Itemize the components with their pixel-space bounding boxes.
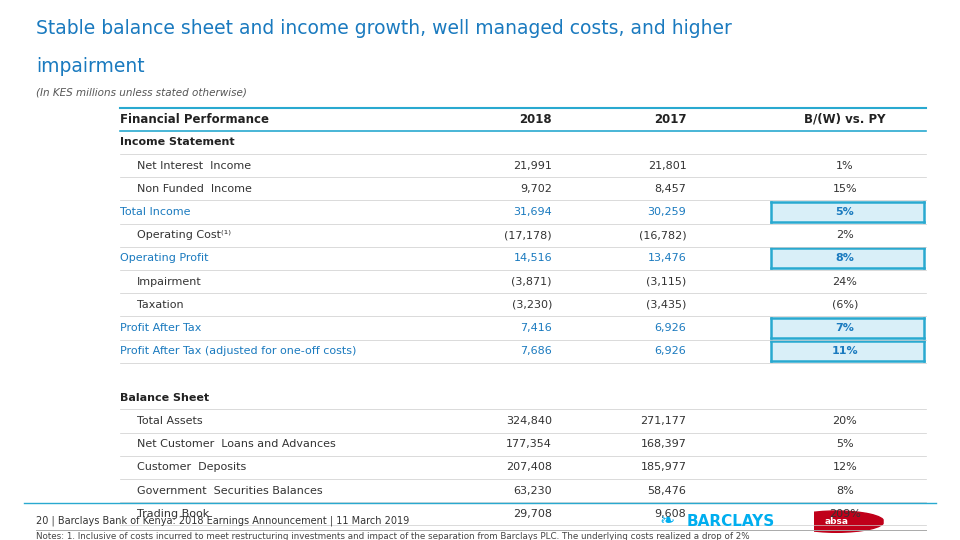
Text: 12%: 12% [832,462,857,472]
Text: 14,516: 14,516 [514,253,552,264]
Text: impairment: impairment [36,57,145,76]
Text: 2017: 2017 [654,113,686,126]
Text: 6,926: 6,926 [655,346,686,356]
Text: 5%: 5% [836,439,853,449]
Text: 24%: 24% [832,276,857,287]
Text: 1%: 1% [836,160,853,171]
Text: Total Income: Total Income [120,207,190,217]
Text: ❧: ❧ [660,512,675,530]
Text: 20 | Barclays Bank of Kenya: 2018 Earnings Announcement | 11 March 2019: 20 | Barclays Bank of Kenya: 2018 Earnin… [36,516,410,526]
Text: 8%: 8% [836,485,853,496]
Text: Income Statement: Income Statement [120,137,234,147]
Text: Trading Book: Trading Book [137,509,209,519]
Text: (6%): (6%) [831,300,858,310]
Text: Total Assets: Total Assets [137,416,203,426]
Text: Stable balance sheet and income growth, well managed costs, and higher: Stable balance sheet and income growth, … [36,19,732,38]
Text: 177,354: 177,354 [506,439,552,449]
Text: 9,702: 9,702 [520,184,552,194]
Text: Notes: 1. Inclusive of costs incurred to meet restructuring investments and impa: Notes: 1. Inclusive of costs incurred to… [36,532,750,540]
Text: Government  Securities Balances: Government Securities Balances [137,485,323,496]
Text: 15%: 15% [832,184,857,194]
Text: (3,115): (3,115) [646,276,686,287]
Text: 31,694: 31,694 [514,207,552,217]
Text: 29,708: 29,708 [513,509,552,519]
Text: B/(W) vs. PY: B/(W) vs. PY [804,113,885,126]
Text: (17,178): (17,178) [504,230,552,240]
Text: 30,259: 30,259 [648,207,686,217]
Text: (16,782): (16,782) [638,230,686,240]
Text: 209%: 209% [828,509,861,519]
Text: Non Funded  Income: Non Funded Income [137,184,252,194]
Text: Operating Profit: Operating Profit [120,253,208,264]
Text: Taxation: Taxation [137,300,184,310]
Text: 13,476: 13,476 [648,253,686,264]
Text: 7%: 7% [835,323,854,333]
Text: Part of the Absa family: Part of the Absa family [883,517,960,525]
Text: 9,608: 9,608 [655,509,686,519]
Text: 8%: 8% [835,253,854,264]
Text: 5%: 5% [835,207,854,217]
Text: Profit After Tax (adjusted for one-off costs): Profit After Tax (adjusted for one-off c… [120,346,356,356]
Text: Profit After Tax: Profit After Tax [120,323,202,333]
Text: 168,397: 168,397 [640,439,686,449]
Text: Operating Cost⁽¹⁾: Operating Cost⁽¹⁾ [137,230,231,240]
Text: (In KES millions unless stated otherwise): (In KES millions unless stated otherwise… [36,87,248,98]
Text: (3,230): (3,230) [512,300,552,310]
Text: 8,457: 8,457 [655,184,686,194]
Text: absa: absa [825,517,849,525]
Text: 2018: 2018 [519,113,552,126]
Text: Financial Performance: Financial Performance [120,113,269,126]
Text: BARCLAYS: BARCLAYS [686,514,775,529]
Circle shape [789,511,884,532]
Text: 58,476: 58,476 [648,485,686,496]
Text: Customer  Deposits: Customer Deposits [137,462,247,472]
Text: 2%: 2% [836,230,853,240]
Text: 207,408: 207,408 [506,462,552,472]
Text: 63,230: 63,230 [514,485,552,496]
Text: 7,686: 7,686 [520,346,552,356]
Text: 21,801: 21,801 [648,160,686,171]
Text: (3,871): (3,871) [512,276,552,287]
Text: (3,435): (3,435) [646,300,686,310]
Text: Balance Sheet: Balance Sheet [120,393,209,403]
Text: 185,977: 185,977 [640,462,686,472]
Text: Impairment: Impairment [137,276,202,287]
Text: Net Interest  Income: Net Interest Income [137,160,252,171]
Text: Net Customer  Loans and Advances: Net Customer Loans and Advances [137,439,336,449]
Text: 6,926: 6,926 [655,323,686,333]
Text: 271,177: 271,177 [640,416,686,426]
Text: 20%: 20% [832,416,857,426]
Text: 324,840: 324,840 [506,416,552,426]
Text: 21,991: 21,991 [514,160,552,171]
Text: 7,416: 7,416 [520,323,552,333]
Text: 11%: 11% [831,346,858,356]
